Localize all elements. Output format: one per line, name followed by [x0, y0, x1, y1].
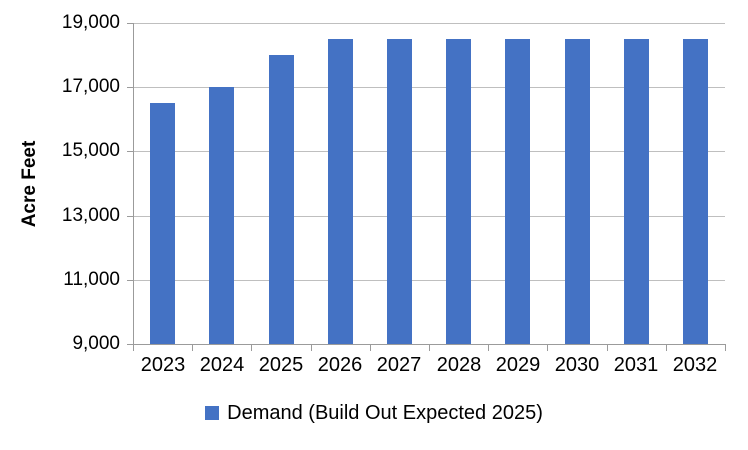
bar — [328, 39, 353, 344]
y-axis-tick — [127, 344, 133, 345]
y-tick-label: 13,000 — [61, 205, 120, 226]
x-tick-label: 2028 — [436, 354, 482, 376]
x-tick-label: 2025 — [258, 354, 304, 376]
y-axis-line — [133, 23, 134, 345]
x-axis-tick — [666, 345, 667, 351]
legend-marker-icon — [205, 406, 220, 420]
y-axis-tick — [127, 151, 133, 152]
y-tick-label: 9,000 — [72, 333, 120, 354]
x-tick-label: 2031 — [613, 354, 659, 376]
y-axis-tick — [127, 23, 133, 24]
bar — [683, 39, 708, 344]
bar — [446, 39, 471, 344]
plot-area — [133, 23, 725, 344]
bar — [505, 39, 530, 344]
bar — [565, 39, 590, 344]
x-tick-label: 2024 — [199, 354, 245, 376]
x-axis-tick — [547, 345, 548, 351]
x-axis-tick — [370, 345, 371, 351]
bar — [150, 103, 175, 344]
x-axis-tick — [725, 345, 726, 351]
bar — [387, 39, 412, 344]
x-tick-label: 2027 — [376, 354, 422, 376]
bar — [624, 39, 649, 344]
legend-label: Demand (Build Out Expected 2025) — [227, 401, 543, 424]
y-axis-tick — [127, 87, 133, 88]
gridline — [133, 216, 725, 217]
x-axis-tick — [429, 345, 430, 351]
y-tick-label: 17,000 — [61, 76, 120, 97]
x-axis-tick — [488, 345, 489, 351]
gridline — [133, 280, 725, 281]
legend: Demand (Build Out Expected 2025) — [0, 398, 748, 428]
gridline — [133, 151, 725, 152]
bar — [269, 55, 294, 344]
x-tick-label: 2026 — [317, 354, 363, 376]
y-tick-label: 11,000 — [63, 269, 120, 290]
bar — [209, 87, 234, 344]
x-tick-label: 2032 — [672, 354, 718, 376]
x-tick-label: 2029 — [495, 354, 541, 376]
x-axis-tick — [311, 345, 312, 351]
y-axis-tick — [127, 216, 133, 217]
gridline — [133, 87, 725, 88]
x-axis-tick — [251, 345, 252, 351]
x-tick-label: 2023 — [140, 354, 186, 376]
x-axis-tick — [192, 345, 193, 351]
gridline — [133, 23, 725, 24]
x-axis-tick — [133, 345, 134, 351]
y-tick-label: 15,000 — [61, 140, 120, 161]
y-tick-label: 19,000 — [61, 12, 120, 33]
y-axis-tick — [127, 280, 133, 281]
x-axis-tick — [607, 345, 608, 351]
x-tick-label: 2030 — [554, 354, 600, 376]
x-axis-line — [133, 344, 726, 345]
